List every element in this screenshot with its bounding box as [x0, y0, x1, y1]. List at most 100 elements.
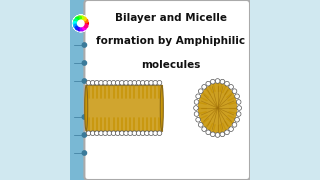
Circle shape	[82, 79, 87, 83]
Circle shape	[235, 117, 239, 122]
Circle shape	[120, 131, 124, 136]
Circle shape	[157, 131, 162, 136]
Circle shape	[78, 16, 81, 20]
Circle shape	[215, 79, 220, 83]
Circle shape	[211, 79, 215, 84]
Circle shape	[206, 130, 211, 135]
Circle shape	[132, 80, 137, 85]
Circle shape	[73, 15, 89, 31]
Circle shape	[128, 131, 132, 136]
Circle shape	[229, 127, 233, 131]
Circle shape	[73, 15, 89, 31]
Circle shape	[78, 27, 81, 31]
Circle shape	[73, 22, 77, 25]
Circle shape	[77, 20, 84, 27]
Circle shape	[82, 151, 87, 155]
Circle shape	[145, 131, 149, 136]
Circle shape	[116, 131, 120, 136]
Circle shape	[111, 131, 116, 136]
Circle shape	[82, 61, 87, 65]
Circle shape	[124, 80, 128, 85]
Circle shape	[149, 80, 154, 85]
Circle shape	[84, 24, 88, 28]
Circle shape	[116, 80, 120, 85]
Circle shape	[220, 132, 225, 137]
Circle shape	[82, 115, 87, 119]
Circle shape	[82, 43, 87, 47]
Circle shape	[82, 133, 87, 137]
Circle shape	[83, 17, 86, 21]
Circle shape	[94, 80, 99, 85]
Circle shape	[236, 112, 241, 116]
Circle shape	[80, 27, 84, 31]
Circle shape	[86, 131, 91, 136]
Circle shape	[111, 80, 116, 85]
Circle shape	[194, 106, 198, 110]
Circle shape	[198, 89, 203, 93]
Circle shape	[73, 15, 89, 31]
Circle shape	[76, 26, 79, 30]
Circle shape	[103, 131, 108, 136]
Circle shape	[153, 131, 158, 136]
Circle shape	[120, 80, 124, 85]
Circle shape	[211, 132, 215, 137]
Circle shape	[149, 131, 154, 136]
Circle shape	[202, 85, 206, 89]
Circle shape	[136, 80, 141, 85]
FancyBboxPatch shape	[84, 0, 250, 180]
Circle shape	[85, 22, 88, 25]
Circle shape	[84, 19, 88, 23]
Ellipse shape	[85, 85, 88, 131]
Circle shape	[225, 130, 229, 135]
FancyBboxPatch shape	[86, 85, 162, 131]
Circle shape	[94, 131, 99, 136]
Circle shape	[99, 80, 103, 85]
Circle shape	[80, 16, 84, 20]
Circle shape	[196, 117, 200, 122]
Circle shape	[124, 131, 128, 136]
Circle shape	[145, 80, 149, 85]
Circle shape	[194, 100, 199, 104]
Text: Bilayer and Micelle: Bilayer and Micelle	[115, 13, 227, 23]
Circle shape	[128, 80, 132, 85]
Circle shape	[202, 127, 206, 131]
Circle shape	[236, 100, 241, 104]
Circle shape	[196, 94, 200, 99]
Circle shape	[206, 81, 211, 86]
Circle shape	[74, 19, 77, 23]
Circle shape	[83, 26, 86, 30]
Text: molecules: molecules	[141, 60, 201, 70]
Circle shape	[86, 80, 91, 85]
Circle shape	[237, 106, 242, 110]
Circle shape	[73, 15, 89, 31]
Circle shape	[220, 79, 225, 84]
Circle shape	[103, 80, 108, 85]
Circle shape	[90, 80, 95, 85]
Circle shape	[73, 15, 89, 31]
Circle shape	[232, 123, 237, 127]
Circle shape	[140, 131, 145, 136]
Circle shape	[229, 85, 233, 89]
Circle shape	[107, 80, 112, 85]
Ellipse shape	[160, 85, 163, 131]
Circle shape	[132, 131, 137, 136]
Circle shape	[215, 133, 220, 137]
Circle shape	[136, 131, 141, 136]
Circle shape	[153, 80, 158, 85]
FancyBboxPatch shape	[70, 0, 92, 180]
Circle shape	[73, 15, 89, 31]
Circle shape	[157, 80, 162, 85]
Circle shape	[140, 80, 145, 85]
Text: formation by Amphiphilic: formation by Amphiphilic	[96, 36, 245, 46]
Circle shape	[73, 15, 89, 31]
Circle shape	[194, 112, 199, 116]
Circle shape	[74, 24, 77, 28]
Circle shape	[99, 131, 103, 136]
Circle shape	[225, 81, 229, 86]
Circle shape	[235, 94, 239, 99]
Circle shape	[198, 123, 203, 127]
Circle shape	[76, 17, 79, 21]
Circle shape	[232, 89, 237, 93]
Circle shape	[107, 131, 112, 136]
Circle shape	[90, 131, 95, 136]
